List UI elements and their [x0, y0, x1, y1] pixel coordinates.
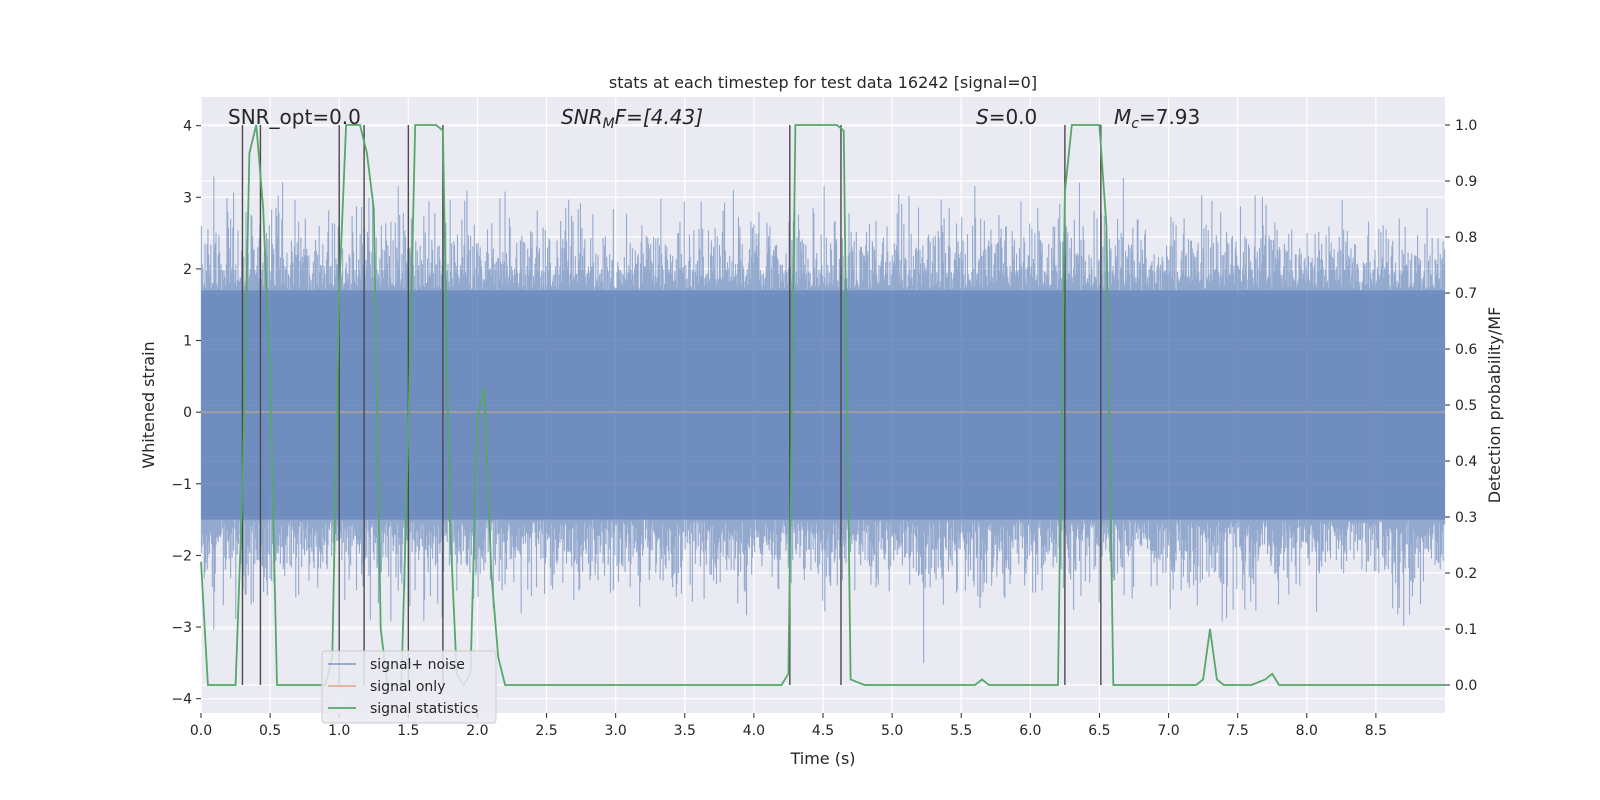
x-axis-label: Time (s) [789, 749, 855, 768]
annotation-mc-main: M [1114, 105, 1131, 129]
y-tick-label-6: 2 [183, 262, 192, 278]
y-tick-label-5: 1 [183, 334, 192, 350]
annotation-snr-opt: SNR_opt=0.0 [228, 105, 361, 129]
x-tick-label-3: 1.5 [397, 723, 419, 739]
right-y-tick-label-3: 0.3 [1455, 510, 1477, 526]
x-tick-label-17: 8.5 [1365, 723, 1387, 739]
annotation-s-rest: =0.0 [989, 105, 1038, 129]
x-tick-label-13: 6.5 [1088, 723, 1110, 739]
annotation-mc-rest: =7.93 [1139, 105, 1200, 129]
annotation-snr-mf: SNRMF=[4.43] [561, 105, 703, 132]
x-tick-label-11: 5.5 [950, 723, 972, 739]
annotation-snr-mf-sub: M [603, 116, 615, 132]
legend-label-signal-statistics: signal statistics [370, 701, 478, 717]
x-tick-label-14: 7.0 [1157, 723, 1179, 739]
x-tick-label-12: 6.0 [1019, 723, 1041, 739]
x-tick-label-7: 3.5 [674, 723, 696, 739]
legend-label-signal-only: signal only [370, 679, 445, 695]
x-tick-label-4: 2.0 [466, 723, 488, 739]
annotation-snr-mf-rest: F=[4.43] [615, 105, 703, 129]
annotation-mc: Mc=7.93 [1114, 105, 1200, 132]
right-y-tick-label-4: 0.4 [1455, 454, 1477, 470]
right-y-tick-label-1: 0.1 [1455, 622, 1477, 638]
x-axis-ticks: 0.0 0.5 1.0 1.5 2.0 2.5 3.0 3.5 4.0 4.5 5.0 5.5 6.0 6… [190, 713, 1387, 739]
annotation-s: S=0.0 [976, 105, 1037, 129]
right-y-axis-ticks: 0.0 0.1 0.2 0.3 0.4 0.5 0.6 0.7 0.8 0.9 1.0 [1445, 118, 1477, 694]
right-y-tick-label-6: 0.6 [1455, 342, 1477, 358]
x-tick-label-2: 1.0 [328, 723, 350, 739]
x-tick-label-15: 7.5 [1227, 723, 1249, 739]
x-tick-label-0: 0.0 [190, 723, 212, 739]
x-tick-label-9: 4.5 [812, 723, 834, 739]
y-tick-label-2: −2 [171, 548, 192, 564]
x-tick-label-1: 0.5 [259, 723, 281, 739]
annotation-s-main: S [976, 105, 989, 129]
y-tick-label-3: −1 [171, 477, 192, 493]
y-tick-label-0: −4 [171, 692, 192, 708]
chart-title: stats at each timestep for test data 162… [609, 73, 1037, 92]
right-y-tick-label-10: 1.0 [1455, 118, 1477, 134]
annotation-snr-mf-main: SNR [561, 105, 603, 129]
right-y-tick-label-5: 0.5 [1455, 398, 1477, 414]
right-y-tick-label-9: 0.9 [1455, 174, 1477, 190]
y-tick-label-8: 4 [183, 119, 192, 135]
x-tick-label-8: 4.0 [743, 723, 765, 739]
annotation-mc-sub: c [1131, 116, 1139, 132]
x-tick-label-6: 3.0 [605, 723, 627, 739]
right-y-tick-label-2: 0.2 [1455, 566, 1477, 582]
y-tick-label-7: 3 [183, 190, 192, 206]
right-y-axis-label: Detection probability/MF [1485, 307, 1504, 504]
y-axis-ticks: −4 −3 −2 −1 0 1 2 3 4 [171, 119, 201, 708]
right-y-tick-label-8: 0.8 [1455, 230, 1477, 246]
x-tick-label-16: 8.0 [1296, 723, 1318, 739]
legend-box [321, 650, 497, 724]
x-tick-label-5: 2.5 [535, 723, 557, 739]
right-y-tick-label-7: 0.7 [1455, 286, 1477, 302]
x-tick-label-10: 5.0 [881, 723, 903, 739]
y-tick-label-1: −3 [171, 620, 192, 636]
right-y-tick-label-0: 0.0 [1455, 678, 1477, 694]
y-axis-label: Whitened strain [139, 341, 158, 468]
legend-label-signal-noise: signal+ noise [370, 657, 465, 673]
legend: signal+ noise signal only signal statist… [321, 650, 497, 724]
y-tick-label-4: 0 [183, 405, 192, 421]
